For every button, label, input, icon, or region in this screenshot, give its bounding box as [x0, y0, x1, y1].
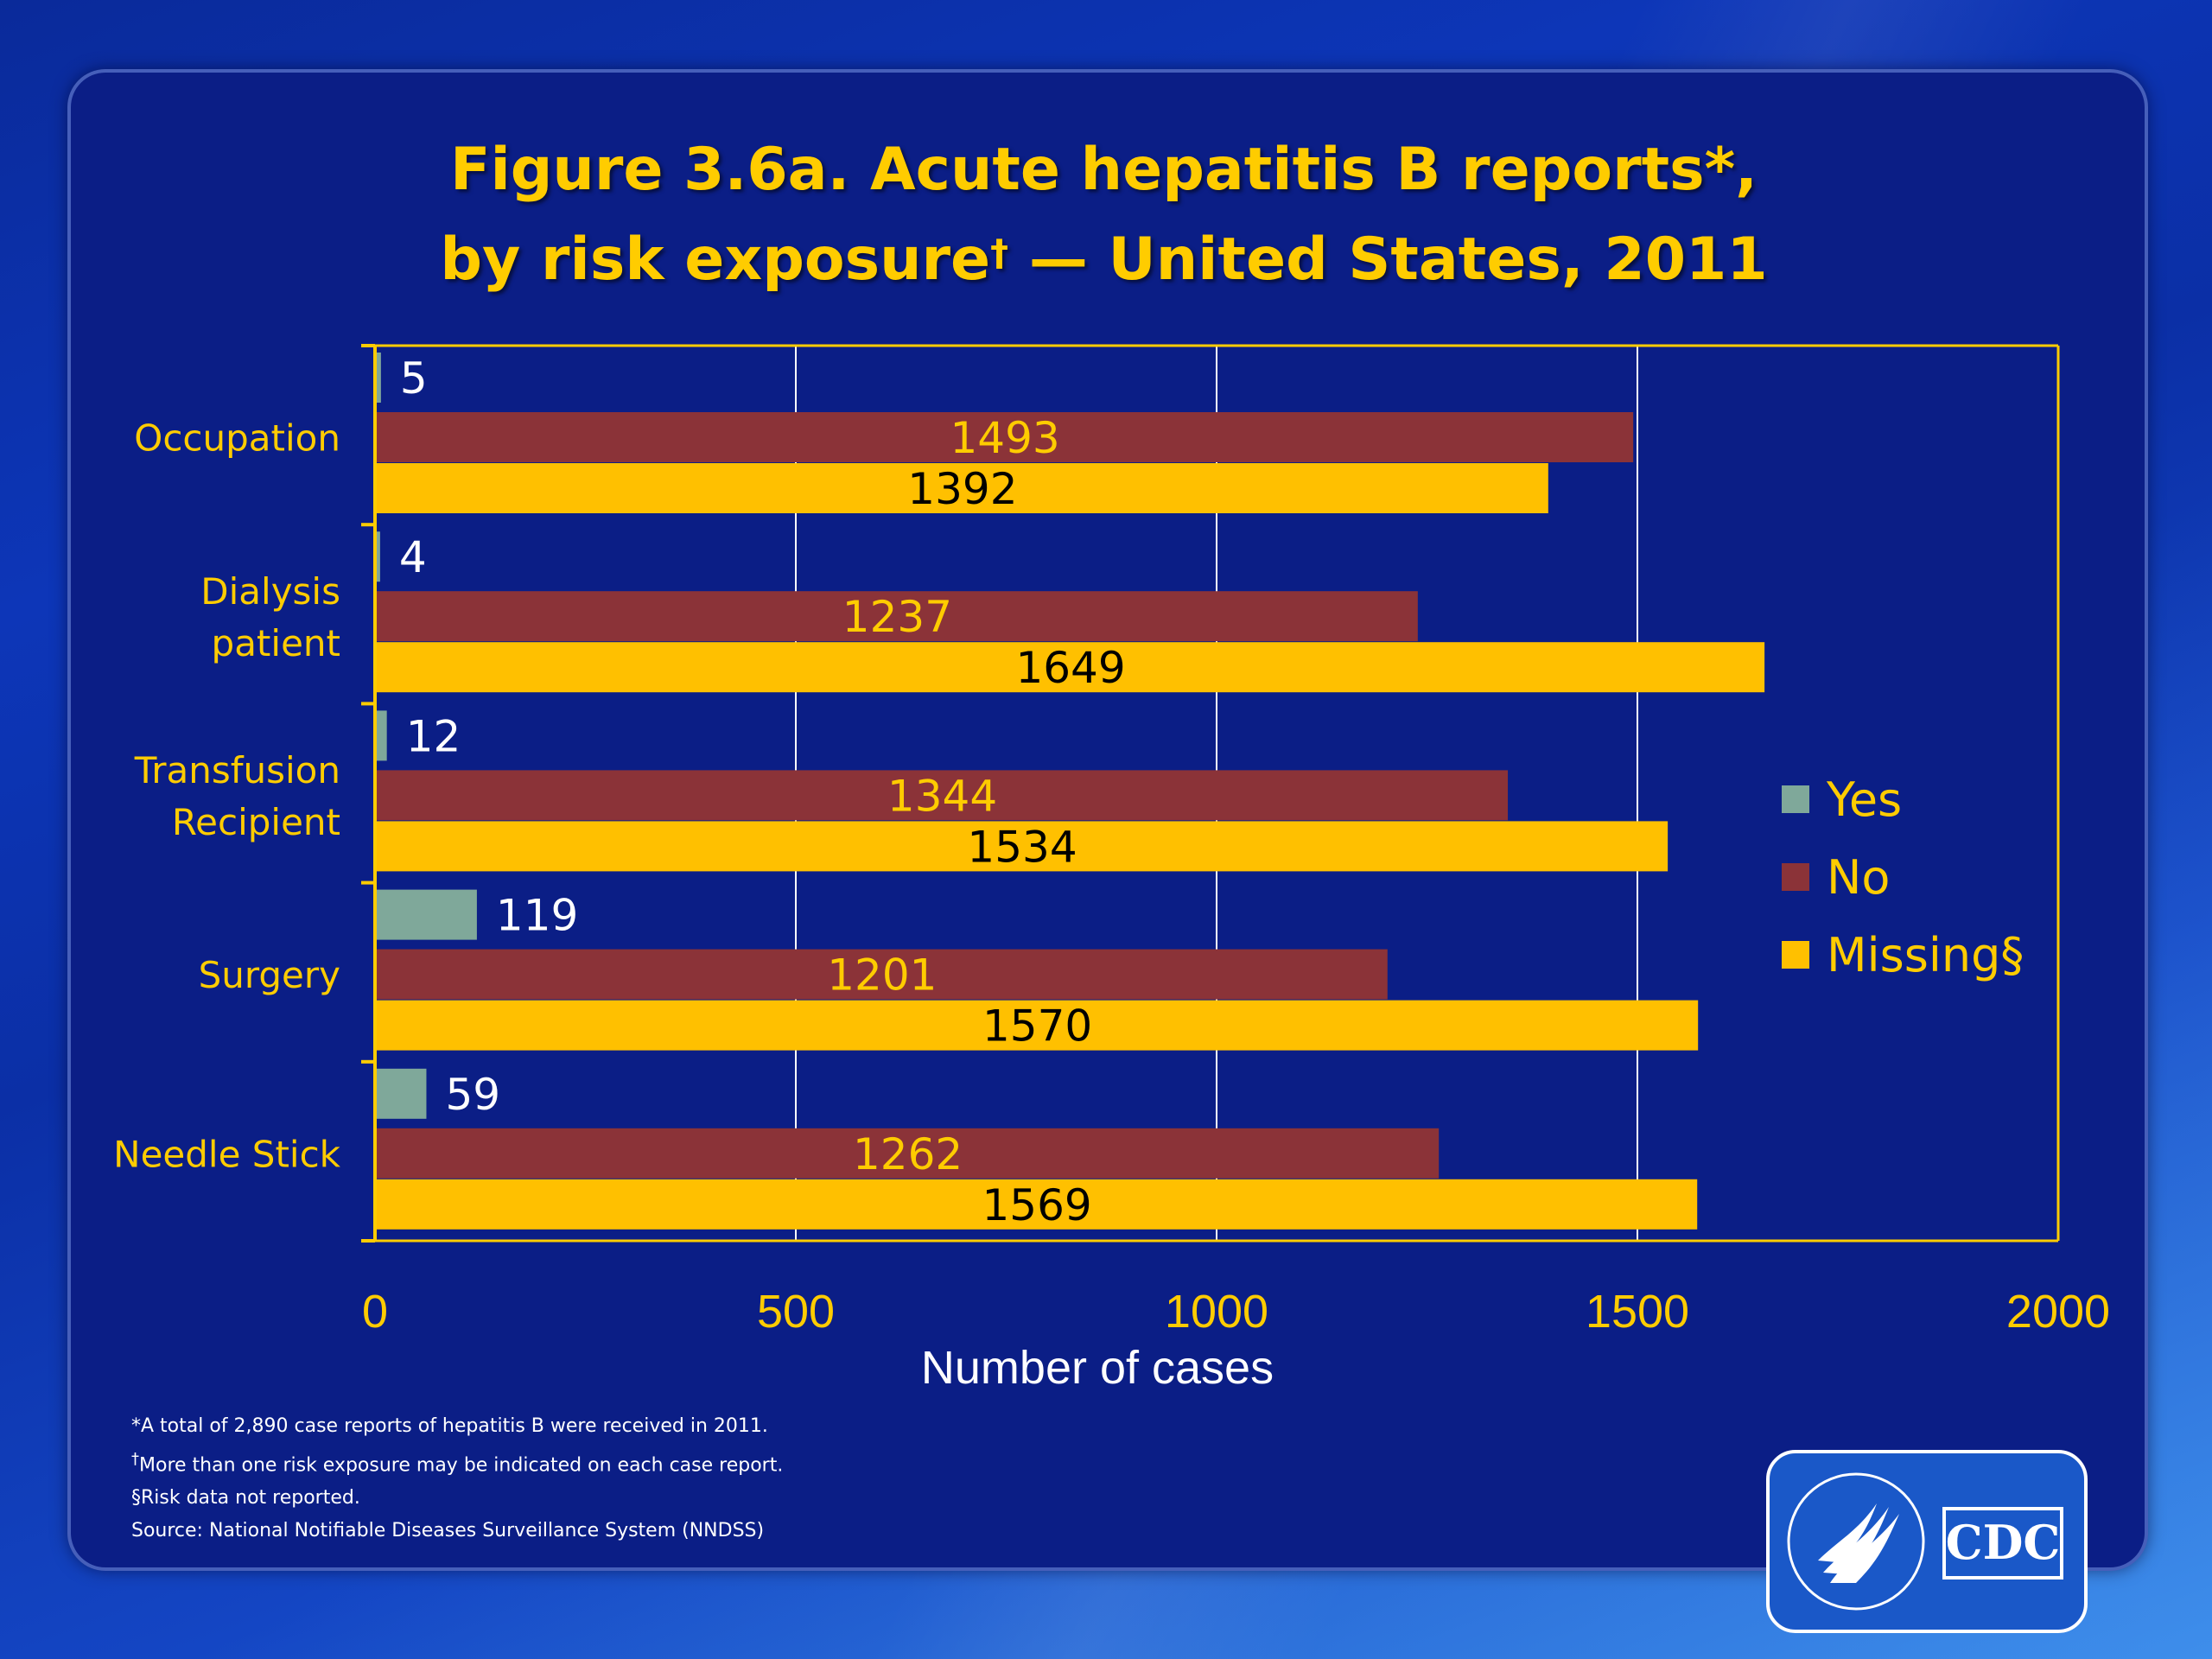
bar-no-1 [377, 591, 1418, 642]
bar-yes-0 [377, 353, 381, 403]
title-line-2-rest: — United States, 2011 [1008, 226, 1768, 294]
data-label-no-4: 1262 [853, 1129, 963, 1179]
chart-title: Figure 3.6a. Acute hepatitis B reports*,… [242, 125, 1966, 305]
hhs-eagle-icon: CDC [1787, 1472, 2063, 1611]
data-label-no-2: 1344 [887, 771, 997, 821]
x-tick-label-2000: 2000 [2006, 1286, 2110, 1338]
legend-item-no: No [1782, 838, 2024, 916]
title-dagger: † [990, 232, 1009, 274]
title-line-2: by risk exposure† — United States, 2011 [242, 215, 1966, 305]
data-label-missing-4: 1569 [982, 1180, 1091, 1230]
data-label-yes-1: 4 [399, 532, 427, 582]
title-line-2-main: by risk exposure [440, 226, 991, 294]
bar-no-0 [377, 412, 1634, 462]
legend-swatch-yes [1782, 785, 1809, 813]
data-label-yes-0: 5 [400, 353, 428, 404]
legend-swatch-missing [1782, 941, 1809, 969]
footnote-2: †More than one risk exposure may be indi… [131, 1443, 783, 1482]
legend: Yes No Missing§ [1782, 760, 2024, 994]
footnote-dagger: † [131, 1450, 139, 1468]
bar-yes-3 [377, 889, 477, 940]
data-label-no-0: 1493 [950, 413, 1059, 463]
x-tick-label-1000: 1000 [1165, 1286, 1268, 1338]
data-label-no-3: 1201 [827, 950, 937, 1001]
legend-label-missing: Missing§ [1827, 927, 2024, 982]
bar-missing-0 [377, 463, 1548, 513]
legend-item-missing: Missing§ [1782, 916, 2024, 994]
cdc-logo: CDC [1766, 1450, 2088, 1633]
bar-no-2 [377, 770, 1509, 821]
bar-no-3 [377, 949, 1388, 1000]
footnote-3: §Risk data not reported. [131, 1487, 360, 1510]
bar-missing-2 [377, 821, 1669, 872]
bar-yes-4 [377, 1068, 427, 1119]
bar-yes-1 [377, 531, 380, 582]
category-label-2-1: Recipient [172, 801, 340, 843]
x-tick-label-500: 500 [757, 1286, 835, 1338]
legend-item-yes: Yes [1782, 760, 2024, 838]
footnote-source: Source: National Notifiable Diseases Sur… [131, 1520, 765, 1542]
data-label-missing-3: 1570 [982, 1001, 1092, 1052]
x-axis-title: Number of cases [920, 1342, 1274, 1394]
data-label-yes-3: 119 [496, 891, 578, 941]
category-label-4-0: Needle Stick [113, 1133, 341, 1175]
cdc-logo-text: CDC [1946, 1515, 2061, 1570]
category-label-0-0: Occupation [134, 417, 340, 460]
x-tick-label-1500: 1500 [1586, 1286, 1689, 1338]
title-line-1: Figure 3.6a. Acute hepatitis B reports*, [450, 136, 1758, 204]
data-label-yes-4: 59 [445, 1070, 500, 1120]
footnote-2-text: More than one risk exposure may be indic… [139, 1454, 784, 1477]
legend-label-no: No [1827, 849, 1891, 905]
bar-no-4 [377, 1128, 1440, 1179]
footnotes: *A total of 2,890 case reports of hepati… [131, 1410, 783, 1548]
data-label-missing-2: 1534 [967, 822, 1077, 872]
axes: 0 500 1000 1500 2000 Occupation Dialysis patien… [113, 344, 2110, 1338]
data-label-missing-0: 1392 [907, 464, 1017, 514]
data-label-missing-1: 1649 [1015, 643, 1125, 693]
legend-label-yes: Yes [1827, 772, 1903, 827]
bar-missing-4 [377, 1179, 1698, 1230]
category-label-1-1: patient [212, 622, 340, 664]
data-label-yes-2: 12 [406, 711, 461, 761]
data-label-no-1: 1237 [842, 592, 952, 642]
bars [377, 353, 1765, 1230]
bar-missing-1 [377, 642, 1765, 693]
category-label-1-0: Dialysis [200, 570, 340, 613]
category-label-2-0: Transfusion [134, 749, 340, 791]
bar-missing-3 [377, 1000, 1699, 1051]
footnote-1: *A total of 2,890 case reports of hepati… [131, 1415, 768, 1437]
category-label-3-0: Surgery [199, 954, 340, 996]
x-tick-label-0: 0 [362, 1286, 388, 1338]
bar-yes-2 [377, 710, 387, 761]
legend-swatch-no [1782, 863, 1809, 891]
data-labels: 5 4 12 119 59 1493 1237 1344 1201 1262 1392 1649 153… [399, 353, 1126, 1230]
